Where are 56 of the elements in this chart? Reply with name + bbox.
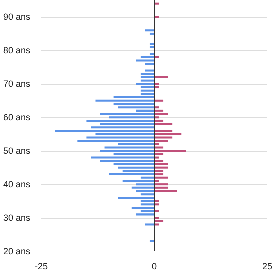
bar [118, 106, 154, 109]
bar [118, 166, 154, 169]
bar [145, 70, 154, 72]
bar [104, 146, 154, 149]
bar [132, 186, 154, 189]
bar [100, 150, 154, 152]
bar [136, 190, 154, 192]
x-tick-label: -25 [34, 262, 48, 272]
bar [140, 86, 154, 89]
bar [154, 113, 168, 116]
y-tick-label: 80 ans [3, 46, 31, 56]
bar [96, 100, 154, 102]
x-tick-label: 25 [262, 262, 273, 272]
bar [154, 150, 186, 152]
y-tick-label: 20 ans [3, 246, 31, 256]
y-tick-label: 70 ans [3, 79, 31, 90]
bar [140, 73, 154, 76]
bar [136, 60, 154, 62]
bar [140, 76, 154, 78]
bar [78, 140, 154, 142]
bar [154, 76, 168, 78]
bar [154, 176, 168, 179]
bar [154, 140, 168, 142]
y-tick-label: 90 ans [3, 12, 31, 22]
bar [109, 174, 154, 176]
bar [145, 224, 154, 226]
bar [154, 100, 164, 102]
bar [154, 133, 182, 136]
bar [154, 166, 168, 169]
bar [118, 196, 154, 199]
bar [55, 130, 154, 132]
bar [91, 156, 154, 159]
bar [154, 160, 164, 162]
y-tick-label: 50 ans [3, 146, 31, 156]
bar [86, 120, 154, 122]
bar [154, 123, 173, 126]
x-tick-label: 0 [152, 262, 158, 272]
bar [145, 30, 154, 32]
bar [136, 214, 154, 216]
bar [132, 206, 154, 209]
bar [154, 163, 168, 166]
bar [140, 56, 154, 58]
bar [154, 110, 164, 112]
y-tick-label: 40 ans [3, 180, 31, 190]
bar [154, 190, 178, 192]
bar [140, 90, 154, 92]
bar [100, 113, 154, 116]
bar [154, 170, 164, 172]
bar [154, 174, 164, 176]
bar [154, 184, 168, 186]
y-tick-label: 30 ans [3, 213, 31, 224]
bar [122, 180, 154, 182]
y-tick-label: 60 ans [3, 112, 31, 123]
bar [140, 80, 154, 82]
bar [136, 83, 154, 86]
bar [154, 220, 164, 222]
